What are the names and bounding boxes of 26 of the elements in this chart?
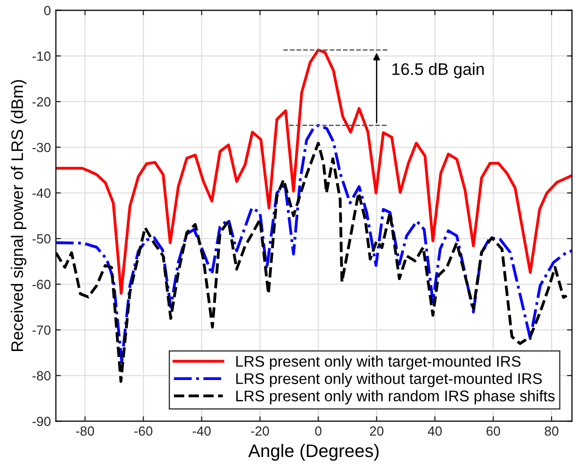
y-tick-label: -90 [32,416,50,426]
y-tick-label: -30 [32,142,50,152]
x-tick-label: 80 [544,426,558,436]
y-axis-title: Received signal power of LRS (dBm) [10,80,26,352]
x-tick-label: -60 [134,426,152,436]
annotation: 16.5 dB gain [392,62,484,78]
legend-label: LRS present only with random IRS phase shifts [236,390,555,404]
y-tick-label: -60 [32,280,50,290]
x-tick-label: -20 [251,426,269,436]
y-tick-label: -70 [32,325,50,335]
y-tick-label: -40 [32,188,50,198]
y-tick-label: -10 [32,52,50,61]
x-tick-label: 20 [370,426,384,436]
y-tick-label: 0 [44,6,50,16]
legend-label: LRS present only with target-mounted IRS [236,356,521,370]
y-tick-label: -20 [32,97,50,107]
x-tick-label: 60 [486,426,500,436]
x-axis-title: Angle (Degrees) [248,444,379,461]
x-tick-label: -80 [76,426,94,436]
x-tick-label: 0 [315,426,322,436]
line-series [56,48,572,295]
y-tick-label: -50 [32,234,50,244]
x-tick-label: 40 [428,426,442,436]
x-tick-label: -40 [192,426,211,436]
y-tick-label: -80 [32,371,50,380]
legend-label: LRS present only without target-mounted IRS [236,372,542,388]
